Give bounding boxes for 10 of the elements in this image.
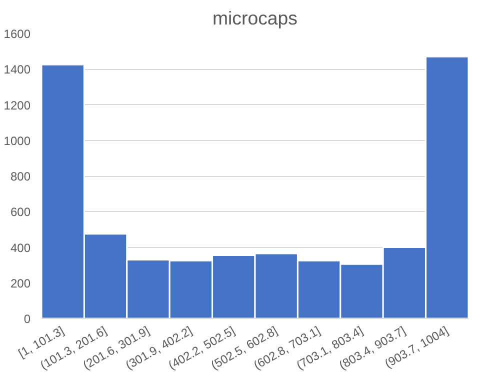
y-tick-label: 800 [10, 170, 31, 184]
y-tick-label: 400 [10, 240, 31, 255]
y-tick-label: 1000 [4, 134, 31, 148]
y-tick-label: 1200 [4, 98, 31, 112]
y-tick-label: 200 [10, 276, 31, 290]
y-tick-label: 1600 [4, 27, 31, 41]
y-tick-label: 0 [24, 312, 31, 326]
y-tick-label: 1400 [4, 62, 31, 77]
y-tick-label: 600 [10, 205, 31, 220]
chart-title: microcaps [212, 8, 298, 28]
